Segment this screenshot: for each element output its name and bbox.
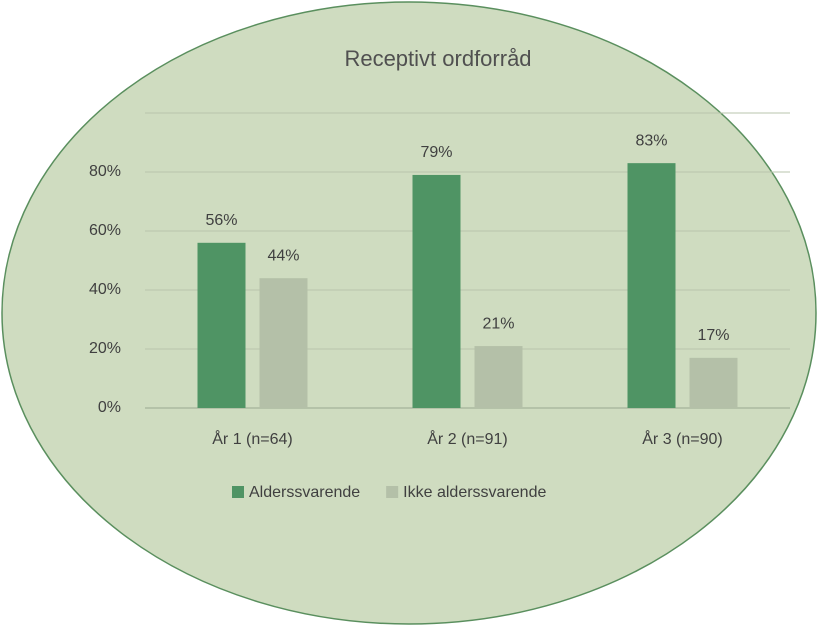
legend-swatch: [232, 486, 244, 498]
bar: [474, 346, 523, 408]
legend-label: Alderssvarende: [249, 484, 360, 501]
data-label: 17%: [697, 327, 729, 344]
data-label: 44%: [267, 247, 299, 264]
legend-label: Ikke alderssvarende: [403, 484, 546, 501]
x-tick-label: År 3 (n=90): [642, 429, 722, 448]
bar: [412, 174, 461, 408]
data-label: 83%: [635, 132, 667, 149]
bar: [197, 242, 246, 408]
bar: [627, 163, 676, 408]
bar: [259, 278, 308, 408]
bar: [689, 357, 738, 408]
chart-title: Receptivt ordforråd: [344, 46, 531, 71]
y-tick-label: 60%: [89, 222, 121, 239]
y-tick-label: 20%: [89, 340, 121, 357]
data-label: 79%: [420, 144, 452, 161]
x-tick-label: År 1 (n=64): [212, 429, 292, 448]
y-tick-label: 40%: [89, 281, 121, 298]
data-label: 21%: [482, 315, 514, 332]
y-tick-label: 80%: [89, 163, 121, 180]
x-tick-label: År 2 (n=91): [427, 429, 507, 448]
legend-swatch: [386, 486, 399, 498]
y-tick-label: 0%: [98, 399, 121, 416]
data-label: 56%: [205, 212, 237, 229]
